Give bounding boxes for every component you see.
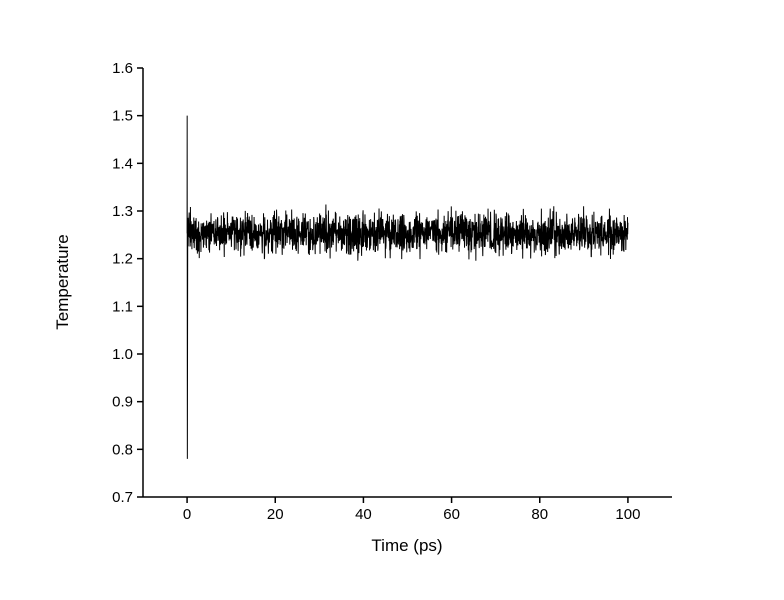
y-tick-label: 1.4: [112, 155, 133, 172]
x-tick-label: 100: [615, 506, 640, 523]
x-tick-label: 0: [183, 506, 191, 523]
y-tick-label: 0.7: [112, 489, 133, 506]
x-tick-label: 20: [267, 506, 284, 523]
x-tick-label: 40: [355, 506, 372, 523]
y-tick-label: 1.1: [112, 298, 133, 315]
temperature-series-line: [186, 115, 629, 459]
y-tick-label: 1.2: [112, 251, 133, 268]
y-axis-label: Temperature: [53, 234, 72, 330]
y-tick-label: 1.0: [112, 346, 133, 363]
y-tick-label: 0.8: [112, 441, 133, 458]
y-tick-label: 1.5: [112, 108, 133, 125]
y-tick-label: 1.6: [112, 60, 133, 77]
x-tick-label: 60: [443, 506, 460, 523]
y-tick-label: 0.9: [112, 394, 133, 411]
x-tick-label: 80: [531, 506, 548, 523]
y-tick-label: 1.3: [112, 203, 133, 220]
x-axis-label: Time (ps): [371, 536, 443, 555]
